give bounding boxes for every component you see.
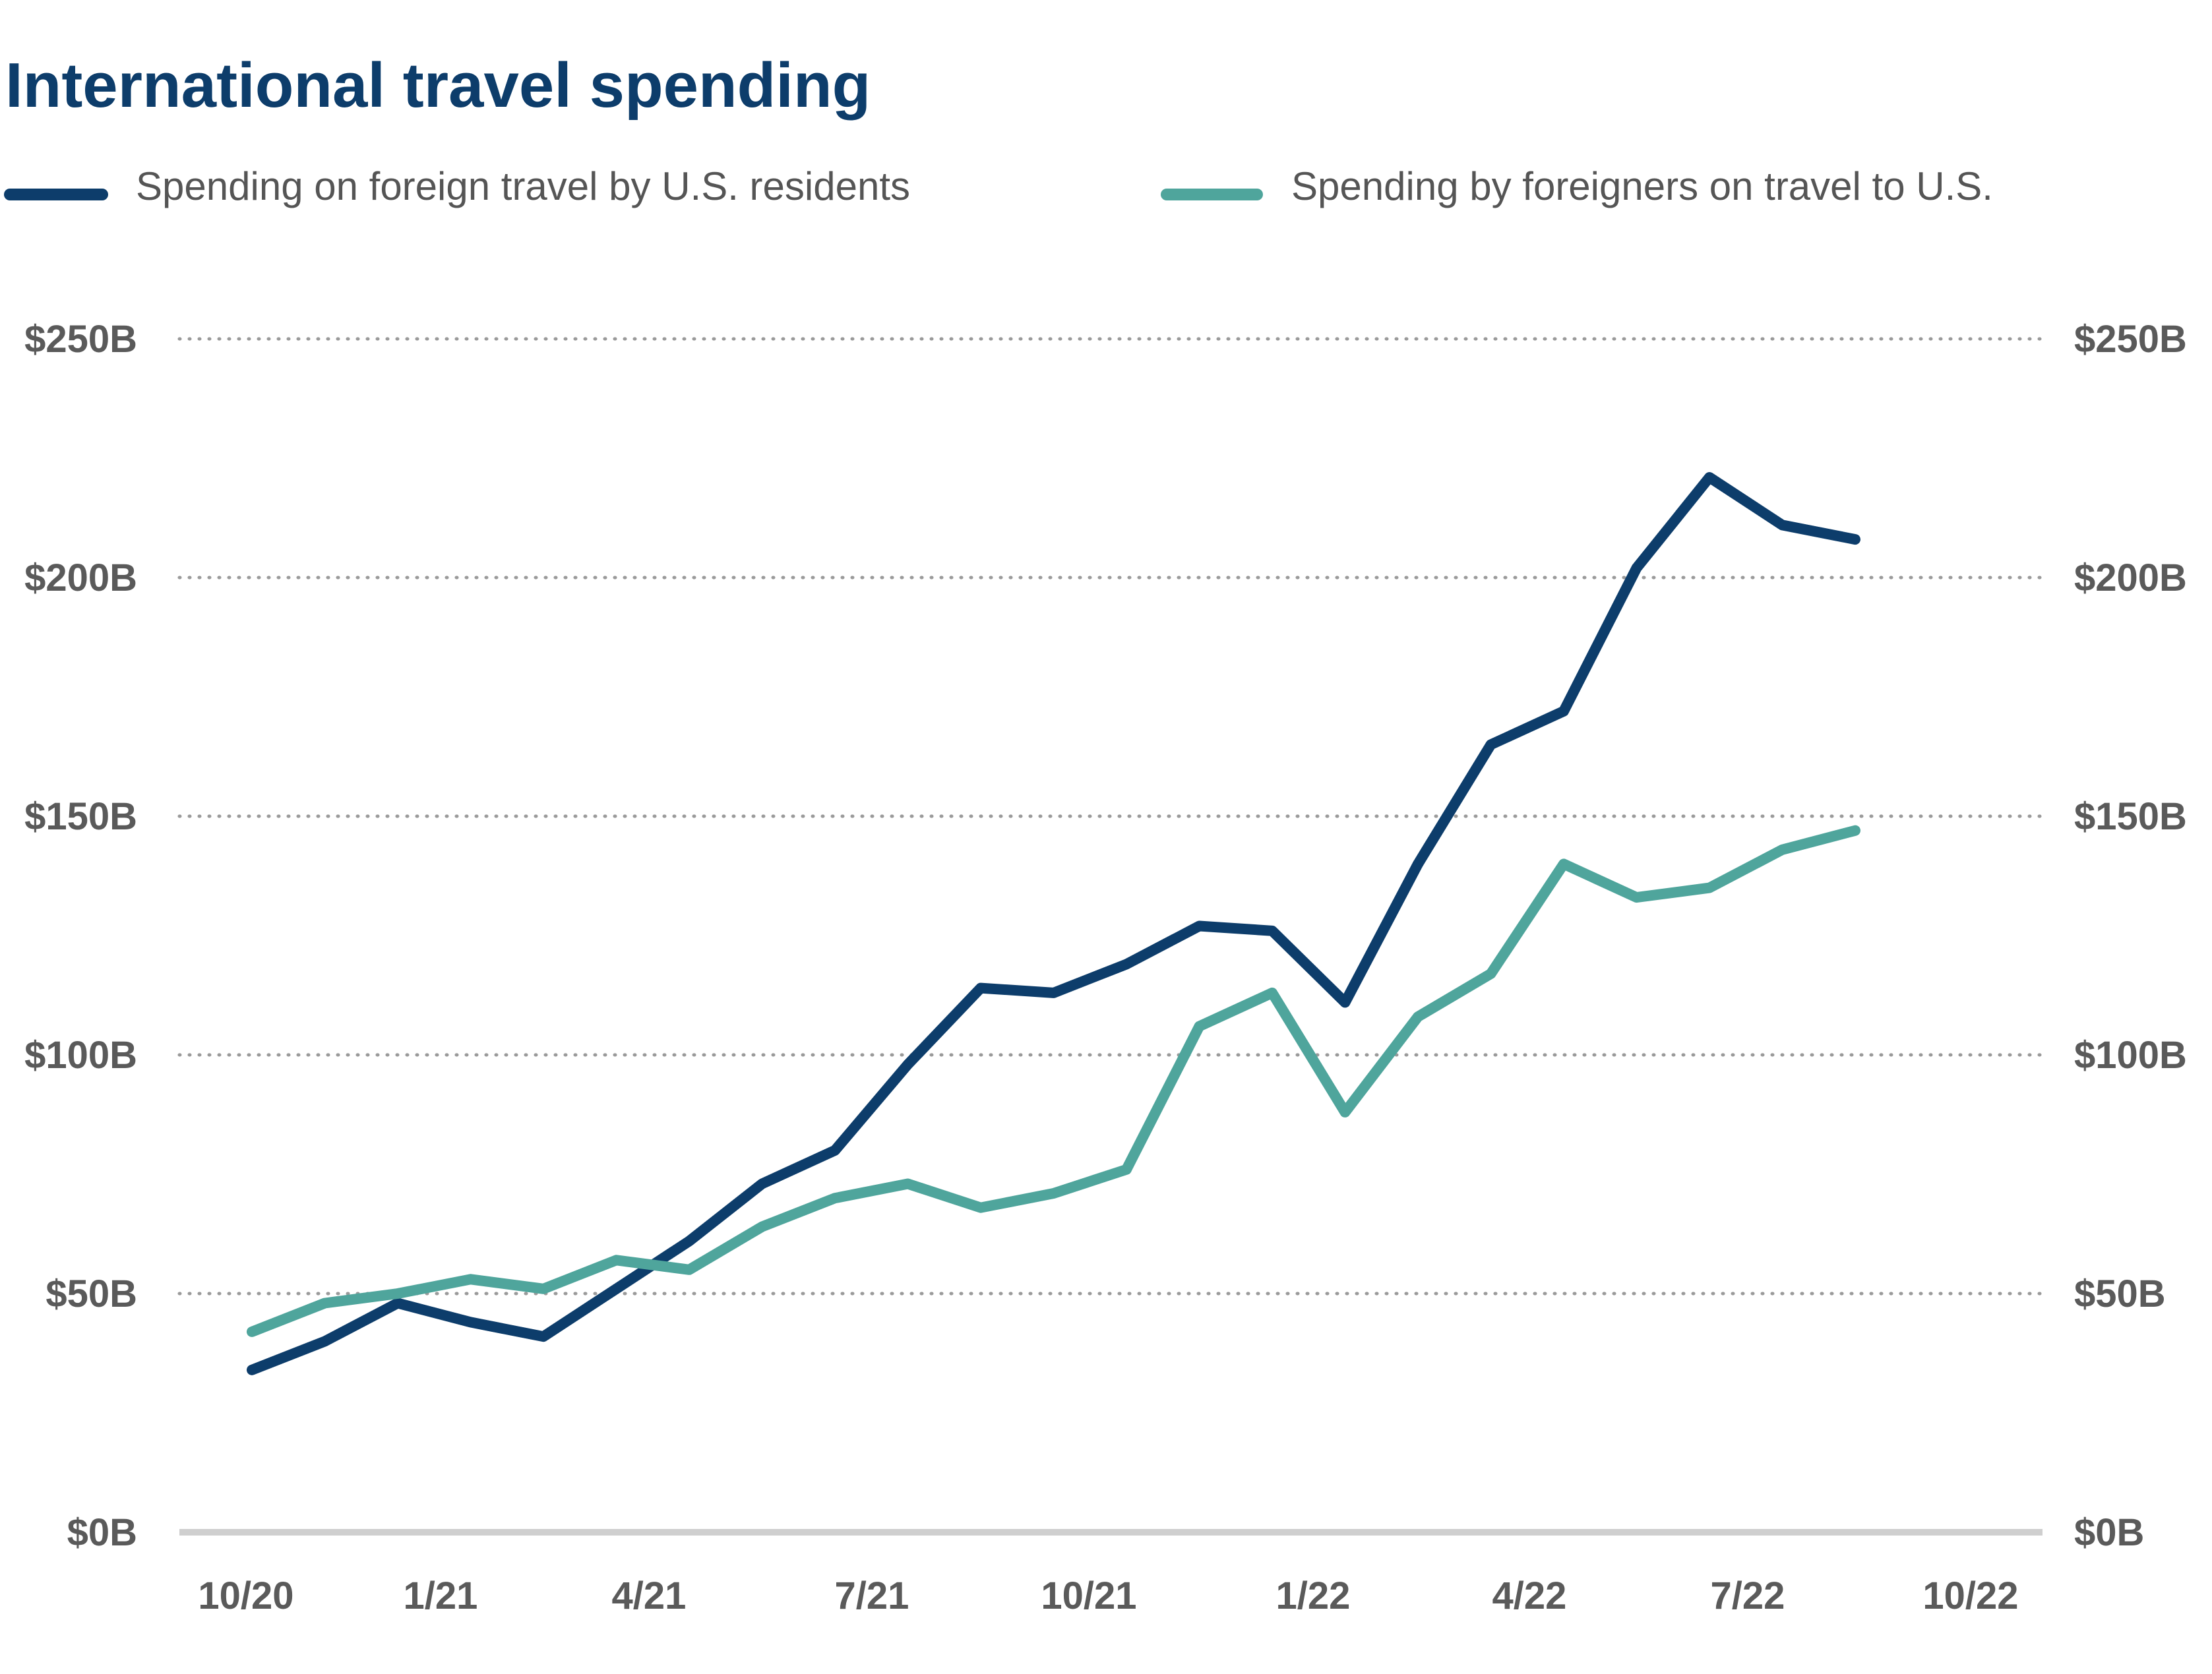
y-tick-label-right: $250B <box>2074 318 2187 361</box>
y-tick-label-right: $200B <box>2074 556 2187 599</box>
x-tick-label: 10/22 <box>1922 1574 2018 1617</box>
y-axis-right: $0B $50B $100B $150B $200B $250B <box>2074 318 2187 1554</box>
y-tick-label-right: $0B <box>2074 1511 2144 1554</box>
x-tick-label: 4/21 <box>612 1574 687 1617</box>
y-tick-label: $250B <box>24 318 137 361</box>
y-tick-label: $50B <box>46 1272 137 1315</box>
y-axis-left: $0B $50B $100B $150B $200B $250B <box>24 318 137 1554</box>
x-axis: 10/20 1/21 4/21 7/21 10/21 1/22 4/22 7/22 10/22 <box>198 1574 2018 1617</box>
y-tick-label: $200B <box>24 556 137 599</box>
x-tick-label: 4/22 <box>1492 1574 1567 1617</box>
x-tick-label: 1/21 <box>404 1574 478 1617</box>
chart-title: International travel spending <box>5 50 871 121</box>
y-tick-label: $100B <box>24 1034 137 1077</box>
x-tick-label: 1/22 <box>1276 1574 1351 1617</box>
gridlines <box>177 337 2044 1536</box>
y-tick-label-right: $100B <box>2074 1034 2187 1077</box>
y-tick-label-right: $50B <box>2074 1272 2166 1315</box>
series-line-foreigners <box>247 825 1860 1337</box>
x-tick-label: 10/20 <box>198 1574 293 1617</box>
y-tick-label: $0B <box>67 1511 137 1554</box>
y-tick-label: $150B <box>24 795 137 838</box>
x-tick-label: 7/22 <box>1711 1574 1785 1617</box>
legend-label-foreigners: Spending by foreigners on travel to U.S. <box>1291 164 1993 208</box>
series-line-us-residents <box>247 472 1860 1375</box>
legend: Spending on foreign travel by U.S. resid… <box>4 164 1993 208</box>
x-tick-label: 7/21 <box>835 1574 909 1617</box>
series-lines <box>247 472 1860 1375</box>
x-tick-label: 10/21 <box>1041 1574 1136 1617</box>
legend-label-us-residents: Spending on foreign travel by U.S. resid… <box>136 164 910 208</box>
y-tick-label-right: $150B <box>2074 795 2187 838</box>
